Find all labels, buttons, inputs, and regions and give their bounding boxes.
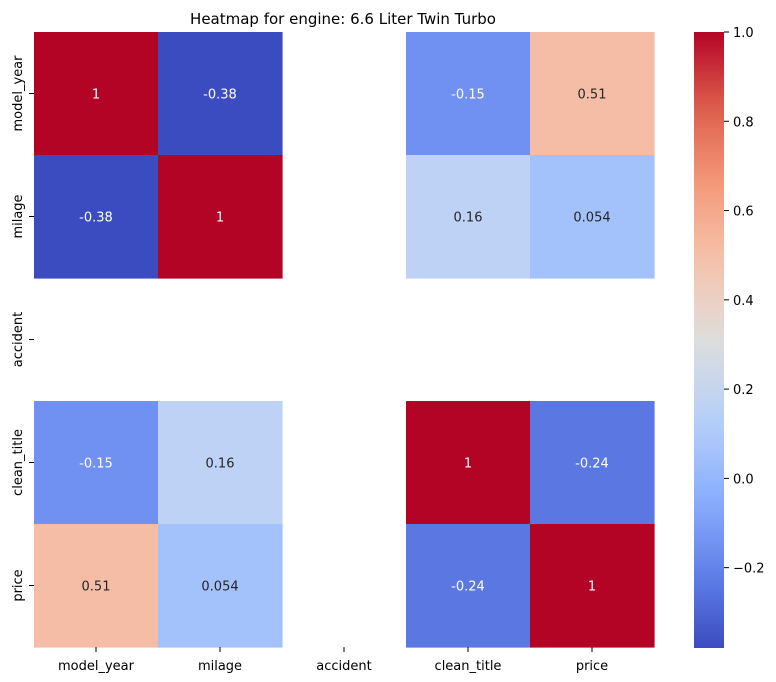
heatmap-cell	[158, 524, 283, 648]
heatmap-cell	[158, 32, 283, 156]
y-tick-label: accident	[11, 312, 26, 367]
colorbar-tick-label: 1.0	[733, 26, 754, 41]
colorbar-tick-label: 0.2	[733, 383, 754, 398]
heatmap-cell	[406, 524, 531, 648]
cell-annotation: -0.15	[451, 88, 485, 103]
cell-annotation: -0.24	[575, 457, 609, 472]
cell-annotation: 0.51	[82, 580, 111, 595]
y-tick-label: price	[11, 569, 26, 601]
colorbar-tick-label: 0.4	[733, 294, 754, 309]
cell-annotation: 0.054	[201, 580, 238, 595]
heatmap-cell	[406, 401, 531, 525]
cell-annotation: -0.38	[203, 88, 237, 103]
cell-annotation: 0.16	[206, 457, 235, 472]
heatmap-annotations: 1 -0.38 -0.15 0.51 -0.38 1 0.16 0.054 -0.15 0.16 1…	[79, 88, 610, 595]
cell-annotation: -0.15	[79, 457, 113, 472]
heatmap-cells	[34, 32, 655, 648]
chart-title: Heatmap for engine: 6.6 Liter Twin Turbo	[190, 10, 496, 28]
cell-annotation: 1	[588, 580, 596, 595]
colorbar-tick-label: −0.2	[733, 562, 765, 577]
heatmap-cell	[158, 401, 283, 525]
heatmap-cell	[34, 155, 159, 279]
heatmap-cell	[530, 155, 655, 279]
cell-annotation: 0.16	[454, 211, 483, 226]
cell-annotation: 1	[216, 211, 224, 226]
y-tick-label: model_year	[11, 55, 26, 132]
x-tick-label: milage	[198, 659, 242, 674]
heatmap-cell	[34, 401, 159, 525]
heatmap-cell	[530, 32, 655, 156]
x-tick-label: clean_title	[435, 659, 502, 674]
cell-annotation: 1	[92, 88, 100, 103]
heatmap-cell	[406, 32, 531, 156]
y-tick-label: milage	[11, 194, 26, 238]
cell-annotation: 0.054	[573, 211, 610, 226]
cell-annotation: 1	[464, 457, 472, 472]
colorbar-tick-label: 0.6	[733, 205, 754, 220]
x-tick-label: accident	[316, 659, 371, 674]
heatmap-cell	[406, 155, 531, 279]
y-tick-label: clean_title	[11, 429, 26, 496]
x-tick-label: model_year	[58, 659, 135, 674]
heatmap-cell	[34, 32, 159, 156]
heatmap-cell	[158, 155, 283, 279]
colorbar: 1.0 0.8 0.6 0.4 0.2 0.0 −0.2	[694, 26, 765, 648]
colorbar-tick-label: 0.8	[733, 115, 754, 130]
heatmap-cell	[530, 401, 655, 525]
cell-annotation: -0.38	[79, 211, 113, 226]
heatmap-cell	[34, 524, 159, 648]
colorbar-tick-label: 0.0	[733, 472, 754, 487]
x-axis: model_year milage accident clean_title price	[58, 647, 608, 674]
x-tick-label: price	[576, 659, 608, 674]
cell-annotation: -0.24	[451, 580, 485, 595]
heatmap-cell	[530, 524, 655, 648]
cell-annotation: 0.51	[578, 88, 607, 103]
colorbar-gradient	[694, 32, 724, 648]
